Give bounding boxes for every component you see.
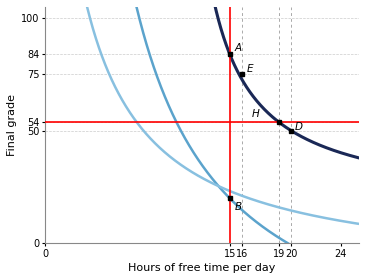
Text: H: H <box>252 109 259 119</box>
Text: E: E <box>247 64 254 74</box>
X-axis label: Hours of free time per day: Hours of free time per day <box>128 263 276 273</box>
Y-axis label: Final grade: Final grade <box>7 94 17 156</box>
Text: A: A <box>235 43 242 53</box>
Text: B: B <box>235 202 242 212</box>
Text: D: D <box>295 122 303 132</box>
